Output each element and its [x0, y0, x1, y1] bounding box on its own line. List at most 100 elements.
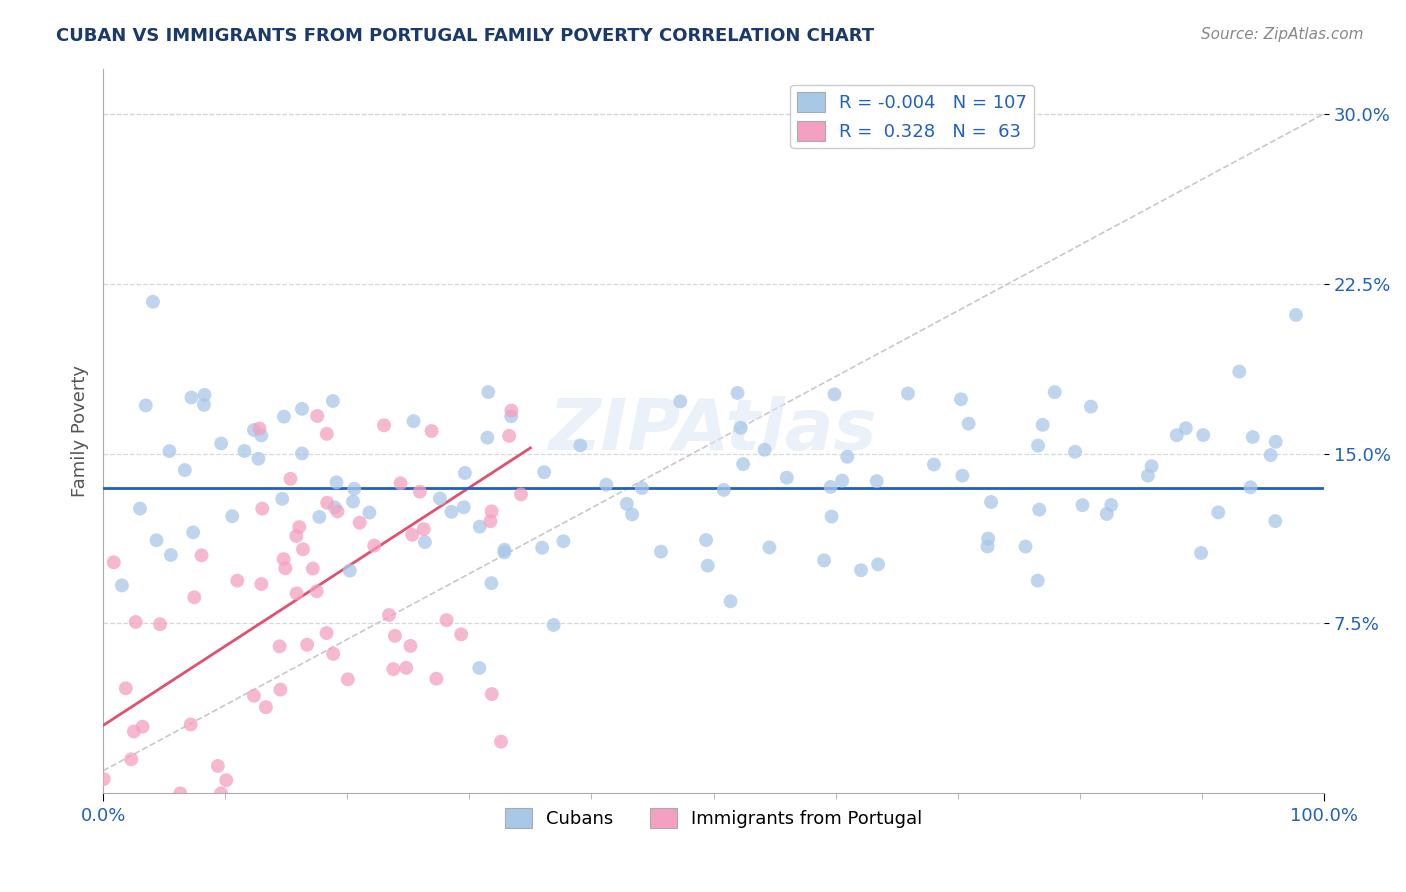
Point	[395, 661, 418, 675]
Point	[1136, 468, 1159, 483]
Point	[1140, 459, 1163, 474]
Point	[180, 391, 202, 405]
Y-axis label: Family Poverty: Family Poverty	[72, 365, 89, 497]
Point	[323, 500, 346, 515]
Point	[342, 494, 364, 508]
Point	[468, 661, 491, 675]
Point	[477, 431, 499, 445]
Point	[291, 542, 314, 557]
Point	[103, 555, 125, 569]
Point	[453, 500, 475, 515]
Point	[650, 544, 672, 558]
Point	[616, 497, 638, 511]
Point	[412, 522, 434, 536]
Text: ZIPAtlas: ZIPAtlas	[550, 396, 877, 466]
Point	[820, 509, 842, 524]
Point	[1260, 448, 1282, 462]
Point	[221, 509, 243, 524]
Point	[730, 421, 752, 435]
Point	[250, 577, 273, 591]
Point	[977, 532, 1000, 546]
Point	[326, 504, 349, 518]
Point	[159, 444, 181, 458]
Point	[114, 681, 136, 696]
Point	[271, 491, 294, 506]
Point	[285, 586, 308, 600]
Point	[468, 519, 491, 533]
Point	[402, 414, 425, 428]
Point	[307, 409, 329, 423]
Point	[922, 458, 945, 472]
Point	[696, 558, 718, 573]
Point	[273, 552, 295, 566]
Point	[1264, 434, 1286, 449]
Point	[754, 442, 776, 457]
Point	[1264, 514, 1286, 528]
Point	[349, 516, 371, 530]
Point	[501, 403, 523, 417]
Point	[249, 421, 271, 435]
Point	[209, 786, 232, 800]
Point	[1206, 505, 1229, 519]
Point	[243, 689, 266, 703]
Point	[316, 496, 339, 510]
Point	[952, 468, 974, 483]
Point	[713, 483, 735, 497]
Point	[315, 626, 337, 640]
Point	[382, 662, 405, 676]
Point	[1189, 546, 1212, 560]
Point	[301, 561, 323, 575]
Point	[193, 388, 215, 402]
Point	[315, 426, 337, 441]
Point	[149, 617, 172, 632]
Point	[454, 466, 477, 480]
Point	[621, 508, 644, 522]
Point	[209, 436, 232, 450]
Point	[399, 639, 422, 653]
Point	[569, 438, 592, 452]
Point	[135, 398, 157, 412]
Point	[252, 501, 274, 516]
Point	[336, 673, 359, 687]
Point	[1166, 428, 1188, 442]
Point	[720, 594, 742, 608]
Point	[776, 470, 799, 484]
Point	[543, 618, 565, 632]
Point	[120, 752, 142, 766]
Point	[1064, 444, 1087, 458]
Point	[343, 482, 366, 496]
Point	[190, 549, 212, 563]
Point	[595, 477, 617, 491]
Point	[373, 418, 395, 433]
Point	[1014, 540, 1036, 554]
Point	[501, 409, 523, 424]
Point	[429, 491, 451, 506]
Point	[305, 584, 328, 599]
Point	[425, 672, 447, 686]
Point	[1192, 428, 1215, 442]
Point	[695, 533, 717, 547]
Point	[868, 558, 890, 572]
Point	[436, 613, 458, 627]
Point	[479, 514, 502, 528]
Point	[233, 444, 256, 458]
Point	[1285, 308, 1308, 322]
Point	[957, 417, 980, 431]
Point	[181, 525, 204, 540]
Point	[129, 501, 152, 516]
Point	[1028, 502, 1050, 516]
Point	[215, 773, 238, 788]
Point	[274, 561, 297, 575]
Point	[193, 398, 215, 412]
Point	[1227, 365, 1250, 379]
Point	[145, 533, 167, 548]
Point	[949, 392, 972, 407]
Point	[180, 717, 202, 731]
Point	[866, 474, 889, 488]
Point	[322, 647, 344, 661]
Point	[122, 724, 145, 739]
Point	[489, 734, 512, 748]
Point	[359, 506, 381, 520]
Point	[1026, 439, 1049, 453]
Point	[533, 465, 555, 479]
